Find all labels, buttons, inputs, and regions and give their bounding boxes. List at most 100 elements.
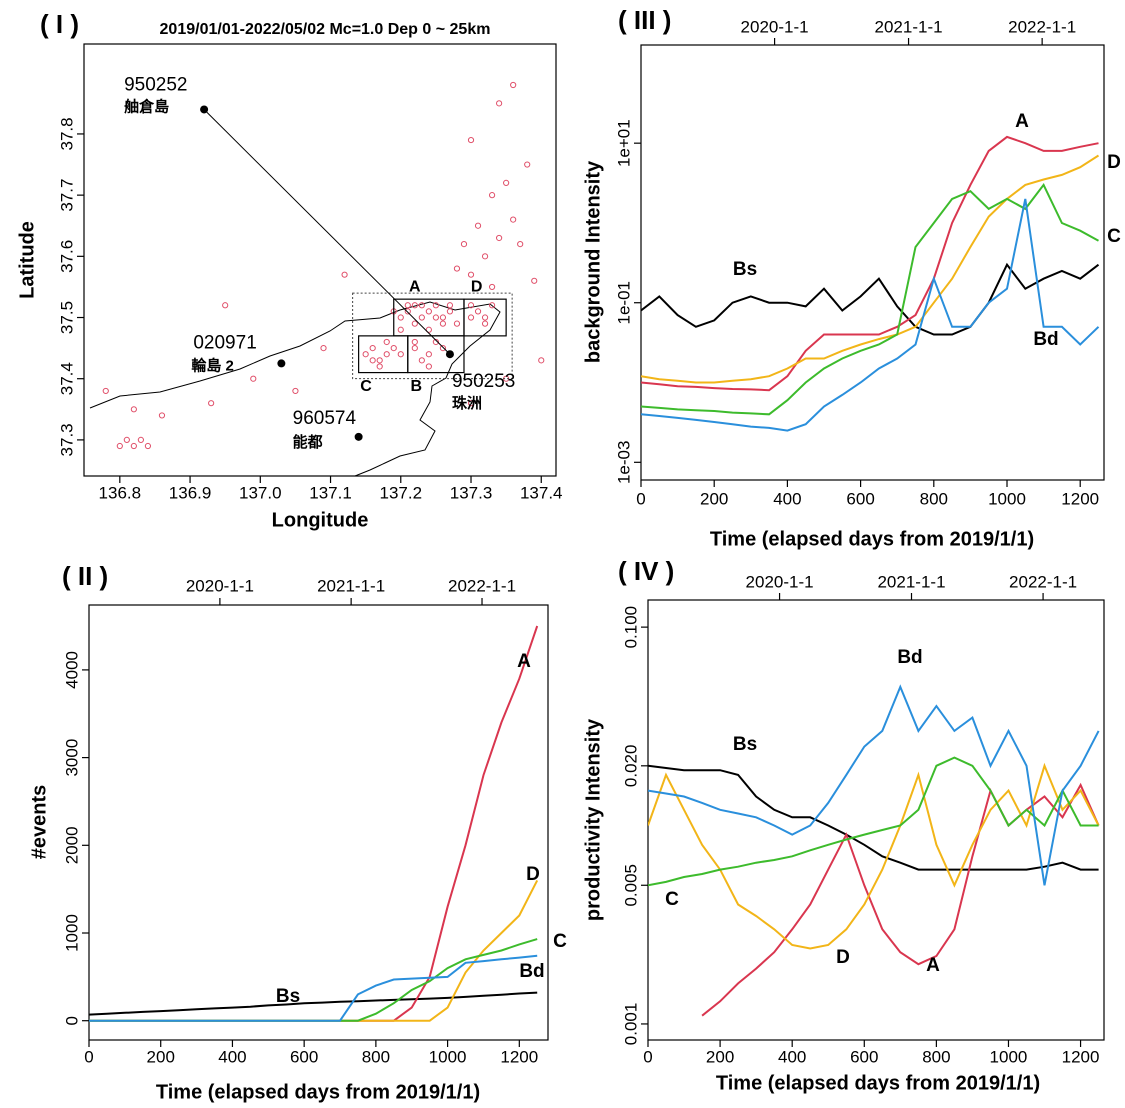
x-tick-label: 1000 bbox=[988, 489, 1026, 508]
station bbox=[354, 432, 363, 441]
series-label: Bd bbox=[897, 647, 922, 668]
panel: ( IV ) Time (elapsed days from 2019/1/1) p… bbox=[582, 556, 1105, 1094]
station-name: 輪島 2 bbox=[191, 356, 234, 374]
event bbox=[481, 253, 489, 260]
station-name: 舳倉島 bbox=[124, 97, 169, 115]
x-tick-label: 137.4 bbox=[520, 483, 563, 502]
region-box bbox=[358, 335, 409, 374]
series-line bbox=[648, 762, 1100, 950]
event bbox=[467, 136, 475, 144]
x2-tick-label: 2022-1-1 bbox=[448, 576, 516, 595]
event bbox=[116, 442, 123, 450]
event bbox=[397, 326, 404, 333]
x-tick-label: 800 bbox=[920, 489, 948, 508]
x-tick-label: 136.8 bbox=[99, 483, 142, 502]
x-tick-label: 136.9 bbox=[169, 483, 212, 502]
coastline bbox=[89, 301, 501, 477]
event bbox=[425, 308, 432, 315]
event bbox=[439, 314, 447, 321]
x-tick-label: 1000 bbox=[990, 1047, 1028, 1066]
y-tick-label: 37.5 bbox=[57, 301, 76, 334]
x-tick-label: 200 bbox=[706, 1047, 734, 1066]
x2-tick-label: 2021-1-1 bbox=[877, 572, 945, 591]
plot-frame bbox=[640, 44, 1105, 481]
event bbox=[418, 357, 425, 364]
lines bbox=[648, 684, 1100, 1017]
event bbox=[439, 345, 447, 352]
plot-frame bbox=[83, 43, 557, 477]
x-axis-title: Time (elapsed days from 2019/1/1) bbox=[156, 1081, 480, 1103]
y-tick-label: 1e-01 bbox=[614, 281, 633, 324]
event bbox=[531, 277, 538, 284]
station bbox=[277, 359, 286, 368]
station-id: 020971 bbox=[193, 332, 256, 353]
event bbox=[425, 351, 432, 358]
panel-label: ( III ) bbox=[618, 5, 671, 35]
event bbox=[411, 302, 418, 309]
x-tick-label: 1200 bbox=[1062, 1047, 1100, 1066]
event bbox=[503, 179, 510, 187]
region-box bbox=[407, 335, 465, 374]
event bbox=[524, 161, 531, 168]
x-tick-label: 200 bbox=[147, 1047, 175, 1066]
y-tick-label: 0.100 bbox=[621, 606, 640, 649]
event bbox=[130, 442, 137, 450]
event bbox=[369, 357, 376, 364]
series-label: D bbox=[1107, 152, 1121, 173]
event bbox=[383, 338, 390, 346]
panel: ( II ) Time (elapsed days from 2019/1/1) #… bbox=[28, 561, 567, 1103]
region-box bbox=[463, 298, 507, 337]
x2-tick-label: 2022-1-1 bbox=[1009, 572, 1077, 591]
event bbox=[488, 302, 496, 309]
x-axis-title: Time (elapsed days from 2019/1/1) bbox=[710, 528, 1034, 550]
event bbox=[425, 363, 432, 370]
lines bbox=[89, 625, 539, 1022]
plot-frame bbox=[647, 599, 1105, 1041]
x-tick-label: 0 bbox=[636, 489, 645, 508]
event bbox=[453, 320, 461, 327]
event bbox=[481, 314, 489, 321]
y-tick-label: 1e-03 bbox=[614, 441, 633, 484]
event bbox=[432, 302, 439, 309]
series-label: Bs bbox=[733, 734, 757, 755]
x-tick-label: 600 bbox=[290, 1047, 318, 1066]
series-line bbox=[89, 954, 538, 1022]
y-tick-label: 0 bbox=[62, 1016, 81, 1025]
series-label: A bbox=[926, 955, 940, 976]
event bbox=[538, 357, 545, 364]
event bbox=[397, 314, 404, 321]
x-tick-label: 137.1 bbox=[309, 483, 352, 502]
event bbox=[102, 387, 109, 395]
event bbox=[488, 283, 496, 291]
y-tick-label: 2000 bbox=[62, 826, 81, 864]
event bbox=[439, 320, 447, 327]
region-label: A bbox=[409, 278, 421, 295]
x-tick-label: 400 bbox=[778, 1047, 806, 1066]
event bbox=[517, 240, 524, 248]
event bbox=[376, 363, 383, 370]
series-line bbox=[648, 764, 1099, 871]
station-id: 950252 bbox=[124, 74, 187, 95]
x-tick-label: 800 bbox=[362, 1047, 390, 1066]
event bbox=[376, 357, 383, 364]
event bbox=[446, 302, 454, 309]
y-axis-title: productivity Intensity bbox=[582, 718, 604, 921]
panel-label: ( I ) bbox=[40, 9, 79, 39]
lines bbox=[641, 135, 1100, 432]
event bbox=[362, 351, 369, 358]
series-label: C bbox=[665, 889, 679, 910]
region-label: D bbox=[471, 278, 483, 295]
event bbox=[446, 308, 454, 315]
event bbox=[144, 442, 152, 450]
station-id: 960574 bbox=[293, 408, 357, 429]
x-tick-label: 137.0 bbox=[239, 483, 282, 502]
event bbox=[425, 326, 432, 333]
x-tick-label: 200 bbox=[700, 489, 728, 508]
x-tick-label: 1200 bbox=[500, 1047, 538, 1066]
event bbox=[467, 400, 475, 407]
event bbox=[418, 302, 425, 309]
event bbox=[488, 192, 496, 199]
station-name: 珠洲 bbox=[452, 394, 482, 412]
panel: ( I ) 2019/01/01-2022/05/02 Mc=1.0 Dep 0 … bbox=[16, 9, 562, 531]
x-tick-label: 1200 bbox=[1061, 489, 1099, 508]
